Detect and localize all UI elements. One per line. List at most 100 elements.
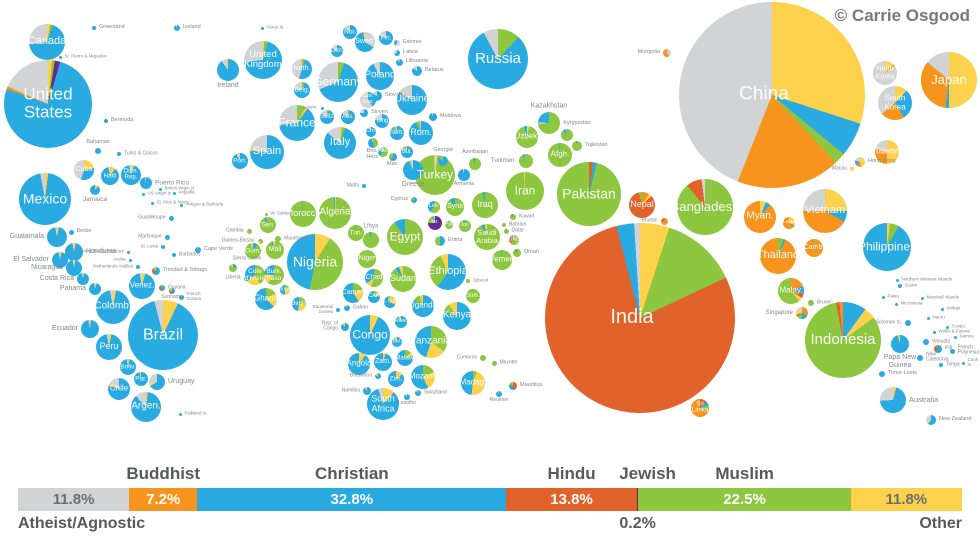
label-bul: Bul. <box>401 148 413 155</box>
label-tonga: Tonga <box>946 361 960 368</box>
pie-slovak <box>372 91 382 101</box>
label-barbados: Barbados <box>179 251 201 258</box>
label-hung: Hung. <box>373 117 391 124</box>
pie-malta <box>362 184 366 188</box>
pie-anguilla <box>172 191 176 195</box>
label-swed: Swed. <box>355 38 375 46</box>
pie-costa-rica <box>77 273 89 285</box>
label-guadeloupe: Guadeloupe <box>138 214 166 221</box>
pie-bur <box>392 337 402 347</box>
label-tajikistan: Tajikistan <box>585 142 608 149</box>
pie-tajikistan <box>572 141 582 151</box>
label-kenya: Kenya <box>442 309 472 321</box>
pie-moldova <box>429 113 437 121</box>
pie-canada <box>29 24 65 60</box>
label-poland: Poland <box>364 69 396 81</box>
label-honduras: Honduras <box>86 248 117 256</box>
pie-gambia <box>246 228 252 234</box>
label-w-sahara: W. Sahara <box>270 210 292 216</box>
pie-sierra-leone <box>229 264 237 272</box>
pie-sri-lanka <box>691 399 709 417</box>
label-moldova: Moldova <box>440 113 461 120</box>
pie-panama <box>89 283 101 295</box>
pie-cuba <box>74 160 94 180</box>
pie-ireland <box>217 59 239 81</box>
pie-spain <box>250 135 284 169</box>
label-s-sud: S. Sud. <box>381 298 399 305</box>
label-sen: Sen. <box>261 221 275 229</box>
pie-som <box>466 289 480 303</box>
pie-belize <box>68 229 74 235</box>
pie-comoros <box>480 355 486 361</box>
label-kazakhstan: Kazakhstan <box>530 102 568 110</box>
pie-ghana <box>255 288 277 310</box>
pie-sloven <box>360 109 368 117</box>
label-namibia: Namibia <box>341 387 360 394</box>
pie-guinea-bissau <box>257 238 263 244</box>
label-thailand: Thailand <box>756 249 800 262</box>
pie-wallis-futuna <box>932 330 936 334</box>
label-vanuatu: Vanuatu <box>932 338 951 345</box>
pie-el-salvador <box>52 252 68 268</box>
label-martinique: Martinique <box>138 233 162 240</box>
pie-par <box>134 372 148 386</box>
pie-mozam <box>411 365 435 389</box>
pie-brunei <box>808 300 814 306</box>
label-south-africa: South Africa <box>371 393 395 413</box>
label-germany: Germany <box>313 74 363 89</box>
label-singapore: Singapore <box>765 309 793 316</box>
label-syria: Syria <box>447 203 463 211</box>
pie-bhutan <box>660 217 668 225</box>
pie-liberia <box>243 275 249 281</box>
pie-serb <box>390 126 404 140</box>
pie-kazakhstan <box>538 112 560 134</box>
pie-bul <box>401 146 413 158</box>
pie-italy <box>324 127 356 159</box>
pie-netherlands-antilles <box>136 265 140 269</box>
label-pakistan: Pakistan <box>562 185 616 202</box>
label-djibouti: Djibouti <box>473 277 489 283</box>
pie-swaziland <box>415 390 421 396</box>
label-algeria: Algeria <box>319 206 351 218</box>
label-argen: Argen. <box>131 400 161 412</box>
label-jor: Jor. <box>460 222 470 229</box>
label-mayotte: Mayotte <box>499 359 518 366</box>
pie-isr <box>428 216 442 230</box>
label-myan: Myan. <box>746 210 774 222</box>
pie-syria <box>446 198 464 216</box>
label-brazil: Brazil <box>142 326 184 344</box>
label-nigeria: Nigeria <box>292 253 338 270</box>
label-comoros: Comoros <box>456 354 477 361</box>
label-cook-is: Cook Is. <box>967 357 979 367</box>
pie-micronesia <box>894 302 898 306</box>
label-haiti: Haiti <box>103 172 117 180</box>
pie-papa-new-guinea <box>891 335 909 353</box>
label-boliv: Boliv. <box>120 363 136 371</box>
pie-pakistan <box>557 162 621 226</box>
label-afgh: Afgh. <box>550 149 570 159</box>
pie-british-virgin-is <box>158 187 162 191</box>
label-palau: Palau <box>887 293 900 299</box>
pie-qatar <box>503 228 509 234</box>
label-uganda: Uganda <box>408 300 438 310</box>
pie-japan <box>921 52 977 108</box>
pie-latvia <box>394 50 400 56</box>
legend-name-jewish: Jewish <box>619 464 676 483</box>
pie-united-states <box>4 60 92 148</box>
label-sri-lanka: Sri Lanka <box>691 401 709 414</box>
pie-timor-leste <box>879 371 885 377</box>
pie-mali <box>266 241 284 259</box>
label-st-lucia: St. Lucia <box>140 243 158 249</box>
pie-camer <box>343 283 363 303</box>
pie-benin <box>292 297 306 311</box>
pie-thailand <box>760 238 796 274</box>
pie-boliv <box>120 359 136 375</box>
pie-lithuania <box>395 58 403 66</box>
label-iraq: Iraq <box>477 199 493 210</box>
label-hong-kong: Hong Kong <box>868 158 896 165</box>
pie-kenya <box>443 302 471 330</box>
label-sierra-leone: Sierra Leone <box>232 255 262 262</box>
label-el-salvador: El Salvador <box>13 256 49 264</box>
pie-nigeria <box>287 234 343 290</box>
label-cze-rep: Cze. Rep. <box>362 93 374 105</box>
